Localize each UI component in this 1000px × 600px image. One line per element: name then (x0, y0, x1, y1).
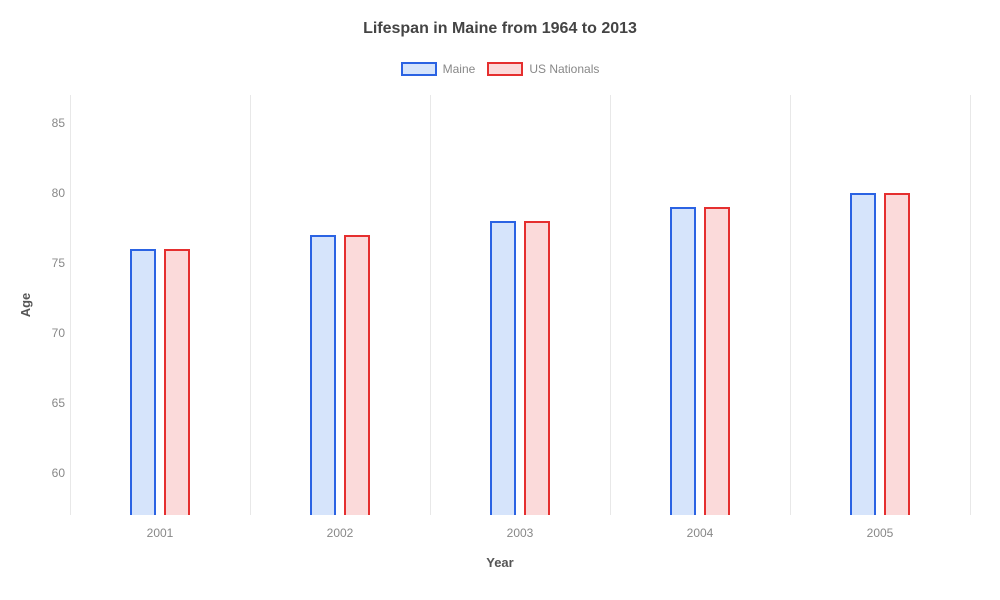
x-tick-label: 2001 (147, 526, 174, 540)
y-tick-label: 75 (35, 256, 65, 270)
chart-title: Lifespan in Maine from 1964 to 2013 (0, 20, 1000, 38)
gridline-vertical (610, 95, 611, 515)
bar (344, 235, 370, 515)
legend-swatch-us (487, 62, 523, 76)
bar (670, 207, 696, 515)
x-axis-label: Year (0, 555, 1000, 570)
gridline-vertical (70, 95, 71, 515)
bar (524, 221, 550, 515)
gridline-vertical (250, 95, 251, 515)
legend-label: US Nationals (529, 62, 599, 76)
gridline-vertical (970, 95, 971, 515)
legend-label: Maine (443, 62, 476, 76)
legend-item-maine: Maine (401, 62, 476, 76)
plot-area: 60657075808520012002200320042005 (70, 95, 970, 515)
y-tick-label: 60 (35, 466, 65, 480)
y-tick-label: 85 (35, 116, 65, 130)
x-tick-label: 2004 (687, 526, 714, 540)
chart-legend: Maine US Nationals (0, 62, 1000, 76)
y-tick-label: 65 (35, 396, 65, 410)
legend-item-us: US Nationals (487, 62, 599, 76)
gridline-vertical (790, 95, 791, 515)
bar (490, 221, 516, 515)
y-axis-label: Age (18, 293, 33, 318)
legend-swatch-maine (401, 62, 437, 76)
bar (164, 249, 190, 515)
bar (704, 207, 730, 515)
bar (884, 193, 910, 515)
bar (310, 235, 336, 515)
x-tick-label: 2005 (867, 526, 894, 540)
gridline-vertical (430, 95, 431, 515)
x-tick-label: 2002 (327, 526, 354, 540)
x-tick-label: 2003 (507, 526, 534, 540)
y-tick-label: 70 (35, 326, 65, 340)
bar (850, 193, 876, 515)
bar (130, 249, 156, 515)
chart-container: Lifespan in Maine from 1964 to 2013 Main… (0, 0, 1000, 600)
y-tick-label: 80 (35, 186, 65, 200)
